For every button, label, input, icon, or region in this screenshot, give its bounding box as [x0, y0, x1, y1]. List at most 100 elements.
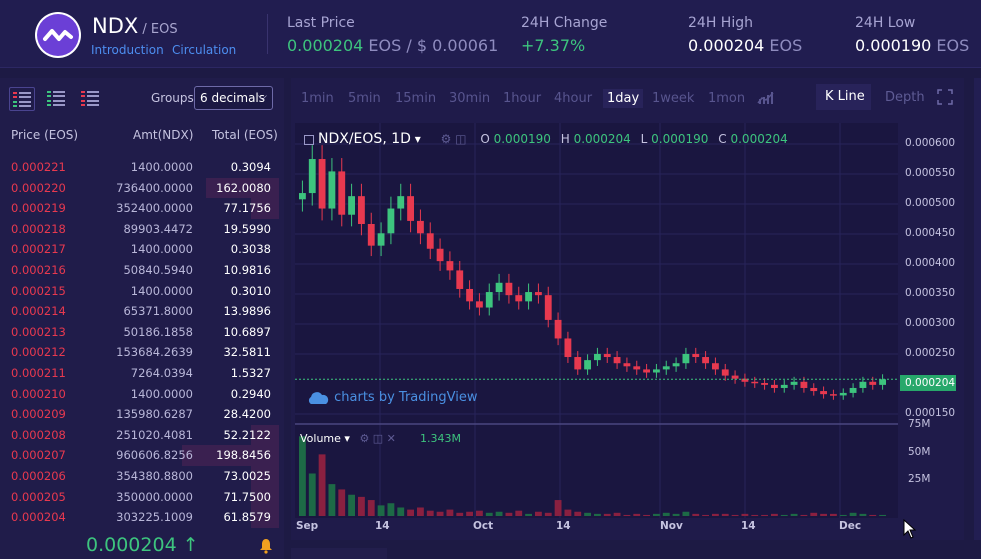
volume-bar — [426, 510, 434, 516]
price-tick: 0.000350 — [905, 287, 956, 299]
orderbook-row[interactable]: 0.000219 352400.0000 77.1756 — [0, 198, 284, 219]
candle-body — [397, 196, 405, 209]
candle-body — [830, 394, 837, 396]
orderbook-row[interactable]: 0.000206 354380.8800 73.0025 — [0, 466, 284, 487]
volume-bar — [682, 511, 690, 516]
circulation-link[interactable]: Circulation — [172, 43, 237, 57]
volume-bar — [544, 512, 552, 516]
volume-tick: 75M — [908, 418, 931, 430]
orderbook-row[interactable]: 0.000211 7264.0394 1.5327 — [0, 363, 284, 384]
candle-body — [564, 338, 572, 358]
tf-1week[interactable]: 1week — [652, 91, 695, 106]
candle-body — [358, 196, 365, 224]
candle-body — [476, 301, 483, 308]
row-price: 0.000210 — [11, 386, 66, 401]
volume-tick: 25M — [908, 473, 931, 485]
volume-bar — [849, 512, 857, 516]
volume-bar — [731, 514, 739, 516]
volume-bar — [839, 514, 847, 516]
volume-bar — [564, 509, 572, 516]
volume-bar — [358, 496, 365, 516]
orderbook-row[interactable]: 0.000220 736400.0000 162.0080 — [0, 177, 284, 199]
collapse-icon[interactable] — [304, 134, 314, 145]
row-total: 77.1756 — [223, 201, 271, 216]
candle-body — [702, 357, 709, 364]
candle-body — [653, 369, 660, 373]
candle-body — [643, 369, 650, 373]
candlestick-plot[interactable] — [295, 123, 898, 518]
volume-bar — [879, 514, 886, 516]
indicators-icon[interactable] — [757, 89, 775, 109]
row-price: 0.000212 — [11, 345, 66, 360]
introduction-link[interactable]: Introduction — [91, 43, 164, 57]
volume-bar — [299, 436, 306, 516]
volume-settings-icon[interactable]: ⚙ ◫ ✕ — [359, 432, 396, 445]
orderbook-row[interactable]: 0.000210 1400.0000 0.2940 — [0, 384, 284, 405]
bell-icon[interactable] — [258, 538, 274, 558]
row-price: 0.000218 — [11, 221, 66, 236]
volume-bar — [751, 514, 759, 516]
row-total: 10.9816 — [223, 263, 271, 277]
orderbook-row[interactable]: 0.000204 303225.1009 61.8579 — [0, 507, 284, 528]
candle-body — [672, 363, 680, 367]
bottom-panel-tab[interactable] — [291, 548, 387, 559]
tradingview-credit[interactable]: charts by TradingView — [306, 390, 477, 405]
orderbook-row[interactable]: 0.000205 350000.0000 71.7500 — [0, 486, 284, 508]
candle-body — [820, 391, 827, 395]
mouse-cursor-icon — [903, 518, 917, 543]
fullscreen-icon[interactable] — [937, 89, 953, 109]
depth-bar — [182, 445, 279, 466]
volume-bar — [643, 514, 650, 516]
tf-15min[interactable]: 15min — [395, 91, 437, 106]
tf-1day[interactable]: 1day — [603, 89, 644, 108]
orderbook-row[interactable]: 0.000215 1400.0000 0.3010 — [0, 281, 284, 302]
volume-bar — [525, 513, 532, 516]
groups-select[interactable]: 6 decimals ⌵ — [194, 86, 273, 110]
orderbook-row[interactable]: 0.000209 135980.6287 28.4200 — [0, 404, 284, 425]
candle-body — [869, 381, 877, 385]
row-amount: 354380.8800 — [116, 469, 193, 483]
both-sides-view-icon[interactable] — [9, 87, 35, 111]
settings-icon[interactable]: ⚙ ◫ — [440, 132, 467, 146]
tf-1mon[interactable]: 1mon — [708, 91, 746, 106]
row-price: 0.000204 — [11, 510, 66, 525]
time-tick: Dec — [839, 520, 862, 532]
time-tick: Nov — [660, 520, 683, 532]
orderbook-row[interactable]: 0.000216 50840.5940 10.9816 — [0, 260, 284, 281]
volume-bar — [407, 509, 414, 516]
volume-bar — [456, 512, 464, 516]
depth-bar — [251, 466, 279, 487]
row-price: 0.000207 — [11, 448, 66, 463]
row-total: 73.0025 — [223, 469, 271, 483]
orderbook-row[interactable]: 0.000212 153684.2639 32.5811 — [0, 342, 284, 363]
orderbook-row[interactable]: 0.000207 960606.8256 198.8456 — [0, 445, 284, 466]
row-price: 0.000221 — [11, 160, 66, 174]
price-tick: 0.000600 — [905, 137, 956, 149]
orderbook-row[interactable]: 0.000218 89903.4472 19.5990 — [0, 219, 284, 240]
volume-value: 1.343M — [420, 432, 461, 445]
volume-bar — [466, 511, 473, 516]
orderbook-row[interactable]: 0.000221 1400.0000 0.3094 — [0, 157, 284, 178]
tf-30min[interactable]: 30min — [449, 91, 491, 106]
candle-body — [367, 224, 375, 246]
orderbook-row[interactable]: 0.000213 50186.1858 10.6897 — [0, 322, 284, 343]
orderbook-row[interactable]: 0.000214 65371.8000 13.9896 — [0, 301, 284, 322]
time-tick: 14 — [556, 520, 571, 532]
orderbook-row[interactable]: 0.000208 251020.4081 52.2122 — [0, 424, 284, 446]
asks-view-icon[interactable] — [78, 87, 104, 111]
kline-tab[interactable]: K Line — [816, 84, 871, 110]
bids-view-icon[interactable] — [44, 87, 70, 111]
tf-5min[interactable]: 5min — [348, 91, 381, 106]
price-tick: 0.000250 — [905, 347, 956, 359]
volume-tick: 50M — [908, 446, 931, 458]
tf-4hour[interactable]: 4hour — [554, 91, 593, 106]
tf-1hour[interactable]: 1hour — [503, 91, 542, 106]
orderbook-row[interactable]: 0.000217 1400.0000 0.3038 — [0, 239, 284, 260]
row-amount: 1400.0000 — [130, 386, 193, 401]
chart-legend: NDX/EOS, 1D ▾ ⚙ ◫ O 0.000190 H 0.000204 … — [304, 131, 788, 147]
candle-body — [407, 196, 414, 221]
candle-body — [741, 378, 749, 382]
depth-tab[interactable]: Depth — [885, 90, 925, 105]
tf-1min[interactable]: 1min — [301, 91, 334, 106]
candle-body — [495, 282, 503, 293]
